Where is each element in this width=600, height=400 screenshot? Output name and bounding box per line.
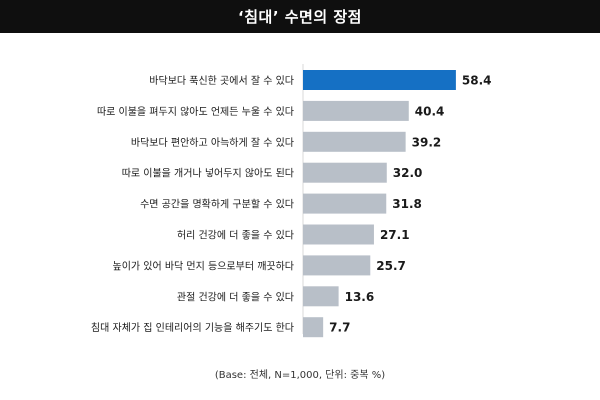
bar — [303, 131, 406, 152]
value-label: 40.4 — [415, 104, 445, 118]
bar — [303, 162, 387, 183]
bar — [303, 70, 456, 90]
bar — [303, 255, 371, 276]
value-label: 13.6 — [345, 290, 375, 304]
category-label: 침대 자체가 집 인테리어의 기능을 해주기도 한다 — [91, 321, 294, 334]
bar — [303, 286, 339, 307]
category-label: 높이가 있어 바닥 먼지 등으로부터 깨끗하다 — [113, 259, 295, 272]
bar — [303, 193, 387, 214]
category-label: 바닥보다 편안하고 아늑하게 잘 수 있다 — [131, 136, 294, 149]
value-label: 25.7 — [376, 259, 406, 273]
category-label: 수면 공간을 명확하게 구분할 수 있다 — [140, 198, 294, 211]
bar — [303, 224, 374, 245]
category-label: 허리 건강에 더 좋을 수 있다 — [177, 230, 294, 242]
chart-footnote: (Base: 전체, N=1,000, 단위: 중복 %) — [214, 370, 386, 381]
title-bar: ‘침대’ 수면의 장점 — [0, 0, 600, 33]
category-label: 관절 건강에 더 좋을 수 있다 — [177, 290, 294, 303]
bar — [303, 100, 409, 121]
value-label: 31.8 — [392, 197, 422, 211]
value-label: 27.1 — [380, 228, 410, 242]
category-label: 따로 이불을 펴두지 않아도 언제든 누울 수 있다 — [97, 106, 294, 118]
value-label: 32.0 — [393, 166, 423, 180]
value-label: 58.4 — [462, 74, 492, 88]
category-label: 따로 이불을 개거나 넣어두지 않아도 된다 — [122, 168, 294, 180]
category-label: 바닥보다 푹신한 곳에서 잘 수 있다 — [149, 75, 294, 87]
value-label: 7.7 — [329, 321, 350, 335]
value-label: 39.2 — [412, 135, 442, 149]
bar — [303, 317, 324, 338]
chart-title: ‘침대’ 수면의 장점 — [238, 8, 362, 26]
